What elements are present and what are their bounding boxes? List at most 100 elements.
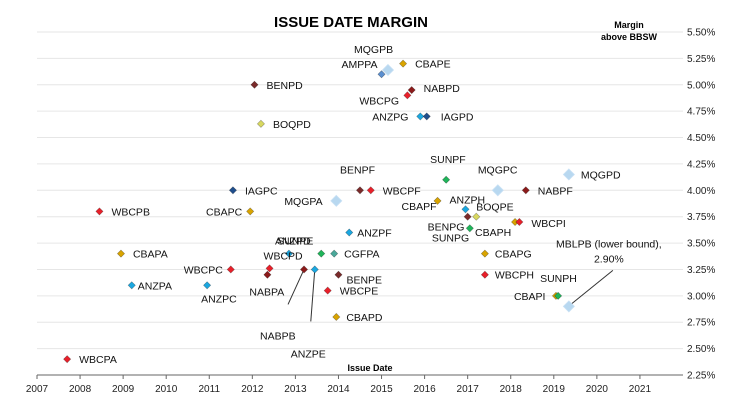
- point-label-wbcpb: WBCPB: [111, 206, 150, 218]
- point-cbapa: [116, 249, 126, 258]
- point-nabpb: [299, 265, 309, 274]
- x-tick-label: 2020: [586, 384, 609, 395]
- point-mqgpb: [381, 63, 395, 77]
- point-anzpd: [284, 249, 293, 258]
- point-label-boqpd: BOQPD: [273, 119, 311, 131]
- point-anzpa: [127, 281, 136, 290]
- data-points: [63, 59, 575, 364]
- point-label-sunpg: SUNPG: [432, 232, 469, 244]
- point-mqgpa: [330, 194, 343, 207]
- point-cgfpa: [330, 249, 339, 258]
- point-wbcpa: [63, 355, 72, 364]
- point-nabpd: [407, 86, 416, 95]
- point-cbape: [399, 59, 408, 68]
- y-tick-label: 5.50%: [687, 28, 715, 39]
- x-tick-label: 2011: [199, 384, 221, 395]
- point-label-cbaph: CBAPH: [475, 227, 511, 239]
- point-label-wbcpa: WBCPA: [79, 354, 117, 366]
- leader-line-nabpb: [287, 269, 305, 305]
- point-label-wbcpg: WBCPG: [359, 95, 399, 107]
- x-tick-label: 2017: [457, 384, 480, 395]
- y-tick-label: 3.25%: [687, 265, 715, 276]
- point-cbapd: [332, 312, 341, 321]
- y-tick-label: 3.00%: [687, 291, 715, 302]
- point-sunpg: [465, 224, 474, 233]
- x-tick-label: 2019: [543, 384, 566, 395]
- y-tick-label: 4.50%: [687, 133, 715, 144]
- point-benpd: [250, 80, 259, 89]
- point-label-wbcpd: WBCPD: [264, 250, 304, 262]
- point-anzpe: [310, 265, 319, 274]
- y-tick-label: 3.75%: [687, 212, 715, 223]
- x-tick-label: 2021: [629, 384, 652, 395]
- x-tick-label: 2018: [500, 384, 523, 395]
- point-label-mqgpa: MQGPA: [284, 196, 322, 208]
- point-wbcpf: [366, 186, 375, 195]
- point-label-mqgpc: MQGPC: [478, 164, 518, 176]
- leader-line-mblpb: [570, 270, 614, 305]
- y-tick-label: 5.25%: [687, 54, 715, 65]
- point-label-cgfpa: CGFPA: [344, 249, 379, 261]
- point-label-nabpb: NABPB: [260, 330, 296, 342]
- point-iagpd: [422, 112, 431, 121]
- y-tick-label: 4.75%: [687, 107, 715, 118]
- point-cbapg: [480, 249, 489, 258]
- grid-lines: [37, 31, 683, 376]
- point-label-benpg: BENPG: [428, 222, 465, 234]
- y-tick-label: 4.25%: [687, 159, 715, 170]
- point-mblpb: [562, 300, 575, 313]
- point-iagpc: [228, 186, 237, 195]
- point-label-anzpg: ANZPG: [372, 111, 408, 123]
- point-wbcpe: [323, 286, 332, 295]
- point-label-mqgpb: MQGPB: [354, 44, 393, 56]
- annotation-mblpb-line-2: 2.90%: [594, 253, 624, 265]
- point-label-cbapc: CBAPC: [206, 206, 243, 218]
- point-nabpa: [263, 270, 272, 279]
- point-label-cbapa: CBAPA: [133, 249, 168, 261]
- point-label-anzph: ANZPH: [450, 194, 486, 206]
- point-label-nabpd: NABPD: [424, 83, 461, 95]
- point-label-wbcpi: WBCPI: [531, 218, 565, 230]
- leader-line-anzpe: [310, 269, 316, 322]
- y-tick-label: 2.50%: [687, 344, 715, 355]
- chart-title: ISSUE DATE MARGIN: [274, 14, 428, 31]
- point-wbcpb: [95, 207, 104, 216]
- annotation-mblpb-line-1: MBLPB (lower bound),: [556, 238, 662, 250]
- leader-lines: [287, 269, 614, 322]
- point-label-boqpe: BOQPE: [476, 202, 513, 214]
- point-benpe: [334, 270, 343, 279]
- point-label-sunph: SUNPH: [540, 273, 577, 285]
- point-anzpc: [203, 281, 212, 290]
- axes: 2.25% 2.50% 2.75% 3.00% 3.25% 3.50% 3.75% 4.00%…: [26, 28, 716, 396]
- x-tick-label: 2016: [413, 384, 436, 395]
- point-label-wbcpe: WBCPE: [340, 286, 379, 298]
- point-benpg: [463, 212, 472, 221]
- y-tick-label: 5.00%: [687, 80, 715, 91]
- point-label-benpe: BENPE: [346, 275, 382, 287]
- x-tick-label: 2015: [370, 384, 393, 395]
- point-sunpf: [442, 175, 451, 184]
- point-label-anzpf: ANZPF: [357, 228, 391, 240]
- point-label-iagpc: IAGPC: [245, 185, 278, 197]
- point-labels: WBCPA WBCPB CBAPA ANZPA ANZPC WBCPC IAGPCCBAPC…: [79, 44, 662, 366]
- point-nabpf: [521, 186, 530, 195]
- point-label-cbapg: CBAPG: [495, 249, 532, 261]
- point-label-amppa: AMPPA: [342, 59, 378, 71]
- x-tick-label: 2007: [26, 384, 49, 395]
- point-label-nabpa: NABPA: [249, 287, 284, 299]
- y-tick-label: 3.50%: [687, 239, 715, 250]
- x-tick-label: 2014: [327, 384, 350, 395]
- point-label-benpf: BENPF: [340, 164, 375, 176]
- point-wbcpc: [226, 265, 235, 274]
- point-label-sunpf: SUNPF: [430, 154, 466, 166]
- point-wbcpd: [265, 264, 274, 273]
- point-anzph: [461, 205, 470, 214]
- point-label-anzpe: ANZPE: [291, 348, 326, 360]
- point-wbcpg: [403, 91, 412, 100]
- point-label-wbcpf: WBCPF: [383, 185, 421, 197]
- point-boqpd: [256, 119, 265, 128]
- point-label-nabpf: NABPF: [538, 185, 573, 197]
- point-mqgpc: [491, 184, 504, 197]
- point-benpf: [355, 186, 365, 195]
